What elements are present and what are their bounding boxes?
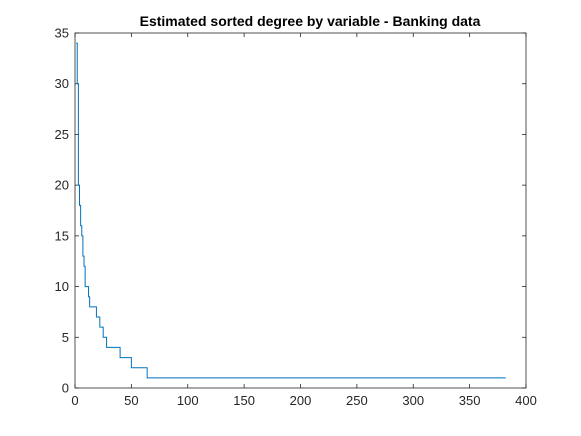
series-layer (76, 42, 506, 379)
x-tick-label: 50 (124, 393, 138, 408)
x-axis: 0 50 100 150 200 250 300 350 400 (71, 33, 537, 408)
x-tick-label: 150 (233, 393, 255, 408)
plot-area (74, 32, 527, 389)
x-tick-label: 250 (346, 393, 368, 408)
y-tick-label: 35 (55, 26, 69, 41)
y-tick-label: 15 (55, 228, 69, 243)
y-tick-label: 0 (62, 381, 69, 396)
y-tick-label: 5 (62, 330, 69, 345)
series-line (76, 42, 506, 379)
x-tick-label: 400 (515, 393, 537, 408)
x-tick-label: 200 (290, 393, 312, 408)
y-tick-label: 20 (55, 178, 69, 193)
x-tick-label: 100 (177, 393, 199, 408)
x-tick-label: 300 (402, 393, 424, 408)
x-tick-label: 0 (71, 393, 78, 408)
x-tick-label: 350 (459, 393, 481, 408)
y-axis: 0 5 10 15 20 25 30 35 (55, 26, 526, 396)
y-tick-label: 30 (55, 76, 69, 91)
chart-title: Estimated sorted degree by variable - Ba… (140, 13, 481, 29)
y-tick-label: 25 (55, 127, 69, 142)
y-tick-label: 10 (55, 279, 69, 294)
